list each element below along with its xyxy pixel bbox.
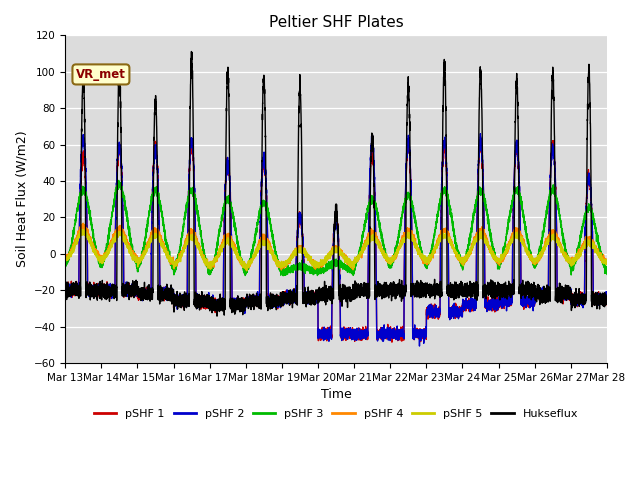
Text: VR_met: VR_met [76, 68, 126, 81]
Legend: pSHF 1, pSHF 2, pSHF 3, pSHF 4, pSHF 5, Hukseflux: pSHF 1, pSHF 2, pSHF 3, pSHF 4, pSHF 5, … [90, 404, 582, 423]
X-axis label: Time: Time [321, 388, 351, 401]
Y-axis label: Soil Heat Flux (W/m2): Soil Heat Flux (W/m2) [15, 131, 28, 267]
Title: Peltier SHF Plates: Peltier SHF Plates [269, 15, 403, 30]
